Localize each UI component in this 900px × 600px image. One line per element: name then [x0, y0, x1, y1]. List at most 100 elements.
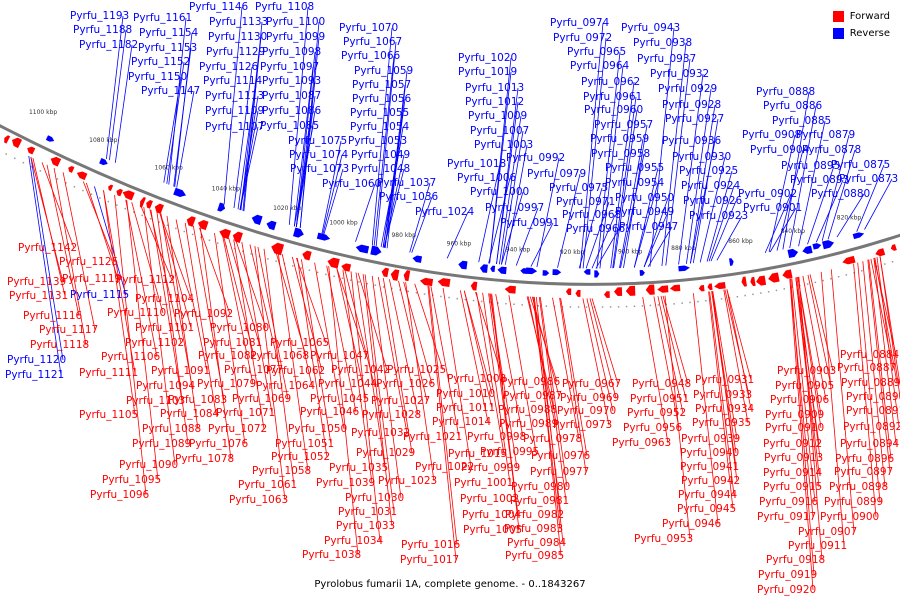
forward-gene-label: Pyrfu_0890: [846, 391, 900, 403]
forward-leader-line: [797, 276, 822, 429]
position-dot: [358, 281, 360, 283]
reverse-gene-label: Pyrfu_1053: [348, 135, 407, 147]
reverse-leader-line: [478, 163, 501, 263]
forward-leader-line: [200, 228, 232, 460]
forward-leader-line: [802, 275, 827, 401]
forward-leader-line: [495, 294, 524, 438]
forward-leader-line: [664, 295, 691, 540]
reverse-gene-label: Pyrfu_1055: [350, 107, 409, 119]
reverse-gene-label: Pyrfu_0958: [591, 148, 650, 160]
reverse-leader-line: [109, 29, 127, 161]
forward-gene-arrow: [782, 269, 793, 279]
forward-gene-label: Pyrfu_1062: [266, 365, 325, 377]
position-dot: [440, 295, 442, 298]
reverse-gene-label: Pyrfu_1182: [79, 39, 138, 51]
forward-gene-arrow: [381, 267, 389, 278]
reverse-gene-arrow: [490, 265, 496, 273]
forward-leader-line: [857, 262, 881, 503]
forward-gene-label: Pyrfu_1117: [39, 324, 98, 336]
reverse-gene-arrow: [497, 266, 507, 275]
forward-gene-label: Pyrfu_0946: [662, 518, 722, 530]
reverse-leader-line: [776, 149, 804, 251]
position-dot: [791, 286, 793, 288]
position-dot: [783, 288, 785, 290]
position-dot: [166, 224, 169, 226]
forward-gene-label: Pyrfu_0909: [765, 409, 824, 421]
reverse-leader-line: [699, 156, 726, 263]
reverse-gene-label: Pyrfu_1120: [7, 354, 66, 366]
reverse-leader-line: [807, 165, 835, 245]
reverse-leader-line: [633, 167, 659, 268]
scale-tick-label: 1020 kbp: [273, 205, 301, 212]
forward-gene-arrow: [707, 283, 713, 291]
forward-gene-label: Pyrfu_1017: [400, 554, 459, 566]
position-dot: [65, 182, 67, 184]
genome-caption: Pyrolobus fumarii 1A, complete genome. -…: [314, 579, 586, 590]
forward-gene-arrow: [271, 242, 285, 256]
forward-leader-line: [235, 239, 267, 329]
reverse-gene-label: Pyrfu_0975: [549, 182, 608, 194]
reverse-gene-arrow: [173, 187, 187, 198]
reverse-gene-label: Pyrfu_1020: [458, 52, 517, 64]
forward-leader-line: [873, 257, 897, 445]
scale-tick-label: 1040 kbp: [212, 186, 240, 193]
forward-gene-label: Pyrfu_1005: [463, 524, 522, 536]
position-dot: [545, 305, 548, 307]
forward-leader-line: [533, 296, 562, 516]
forward-gene-label: Pyrfu_1044: [318, 378, 378, 390]
forward-gene-label: Pyrfu_1110: [107, 307, 166, 319]
reverse-leader-line: [501, 191, 524, 265]
forward-gene-label: Pyrfu_0900: [820, 511, 879, 523]
forward-gene-label: Pyrfu_1032: [351, 427, 410, 439]
reverse-gene-label: Pyrfu_0923: [689, 210, 748, 222]
reverse-leader-line: [798, 120, 826, 247]
position-dot: [537, 305, 539, 307]
forward-gene-label: Pyrfu_0969: [560, 392, 619, 404]
position-dot: [407, 290, 409, 293]
forward-gene-arrow: [470, 281, 478, 291]
reverse-leader-line: [293, 125, 314, 227]
reverse-gene-label: Pyrfu_0992: [506, 152, 565, 164]
scale-tick-label: 860 kbp: [728, 238, 753, 245]
forward-gene-label: Pyrfu_1039: [316, 477, 375, 489]
reverse-leader-line: [322, 154, 343, 234]
forward-leader-line: [463, 290, 493, 409]
reverse-gene-label: Pyrfu_1054: [350, 121, 410, 133]
reverse-leader-line: [647, 226, 673, 268]
position-dot: [107, 200, 110, 203]
forward-gene-arrow: [875, 248, 886, 257]
position-dot: [577, 306, 580, 308]
forward-leader-line: [85, 182, 119, 280]
forward-leader-line: [653, 296, 680, 429]
reverse-leader-line: [375, 41, 397, 247]
reverse-leader-line: [585, 201, 610, 269]
reverse-gene-label: Pyrfu_0949: [615, 206, 674, 218]
forward-gene-label: Pyrfu_0982: [505, 509, 564, 521]
reverse-gene-arrow: [525, 267, 538, 275]
forward-gene-label: Pyrfu_0952: [627, 407, 686, 419]
forward-gene-arrow: [108, 184, 114, 192]
forward-gene-arrow: [154, 203, 164, 214]
forward-leader-line: [143, 206, 176, 466]
forward-leader-line: [560, 297, 588, 457]
position-dot: [5, 153, 7, 155]
reverse-gene-label: Pyrfu_1009: [468, 110, 527, 122]
reverse-gene-label: Pyrfu_1115: [70, 289, 129, 301]
reverse-gene-label: Pyrfu_1126: [199, 61, 259, 73]
reverse-gene-label: Pyrfu_0957: [594, 119, 653, 131]
forward-leader-line: [222, 235, 254, 385]
forward-gene-label: Pyrfu_1002: [460, 493, 519, 505]
position-dot: [325, 273, 327, 276]
reverse-gene-arrow: [520, 268, 528, 274]
reverse-gene-arrow: [639, 270, 645, 276]
reverse-leader-line: [106, 15, 124, 159]
forward-gene-arrow: [116, 188, 123, 197]
reverse-leader-line: [856, 164, 885, 232]
reverse-leader-line: [710, 200, 737, 262]
reverse-gene-label: Pyrfu_0974: [550, 17, 610, 29]
forward-gene-label: Pyrfu_0977: [530, 466, 589, 478]
forward-gene-label: Pyrfu_1045: [310, 393, 369, 405]
reverse-leader-line: [176, 90, 195, 188]
genome-backbone: [0, 124, 900, 286]
reverse-gene-label: Pyrfu_1133: [209, 16, 268, 28]
